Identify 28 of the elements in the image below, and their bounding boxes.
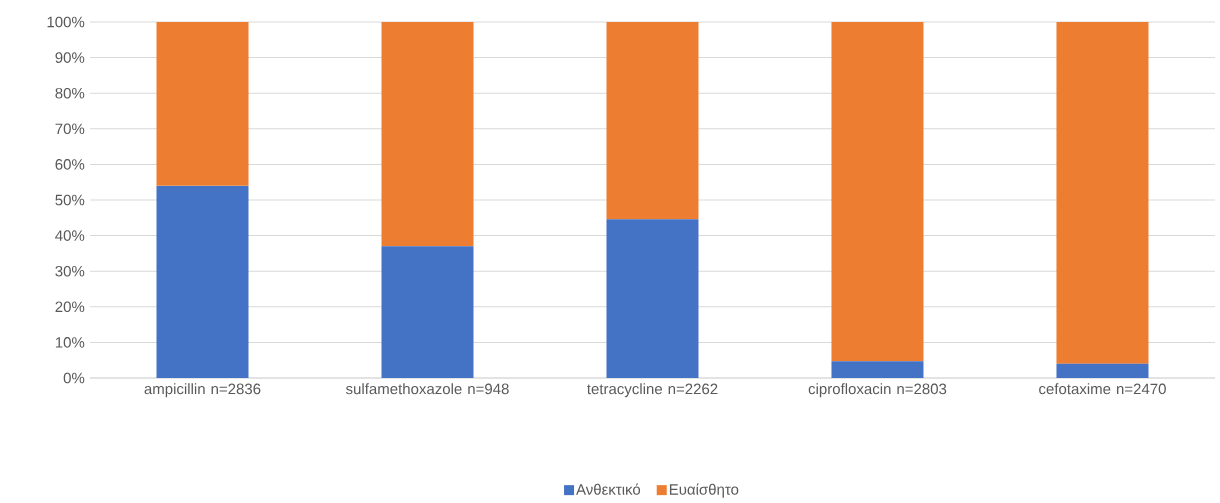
bar: [1056, 22, 1149, 364]
y-tick-label: 0%: [63, 372, 85, 384]
bar: [381, 246, 474, 378]
bar: [156, 185, 249, 378]
y-tick-label: 40%: [55, 230, 85, 241]
x-tick-label: tetracycline n=2262: [587, 383, 718, 398]
y-tick-label: 80%: [55, 87, 85, 99]
bar: [156, 22, 249, 186]
bar: [381, 22, 474, 247]
legend-label: Ευαίσθητο: [669, 483, 739, 498]
y-tick-label: 70%: [55, 123, 85, 135]
y-tick-label: 50%: [55, 194, 85, 206]
y-tick-label: 90%: [55, 52, 85, 63]
y-tick-label: 10%: [55, 337, 85, 348]
bar: [831, 22, 924, 362]
bar: [831, 361, 924, 378]
legend-label: Ανθεκτικό: [576, 483, 641, 495]
y-tick-label: 20%: [55, 301, 85, 313]
y-tick-label: 100%: [47, 16, 85, 28]
bar: [606, 22, 699, 220]
x-tick-label: sulfamethoxazole n=948: [345, 383, 509, 395]
bar: [606, 219, 699, 378]
x-tick-label: ampicillin n=2836: [144, 383, 261, 398]
bar: [1056, 363, 1149, 378]
y-tick-label: 60%: [55, 159, 85, 170]
x-tick-label: cefotaxime n=2470: [1039, 383, 1166, 395]
y-tick-label: 30%: [55, 265, 85, 277]
x-tick-label: ciprofloxacin n=2803: [808, 383, 947, 398]
